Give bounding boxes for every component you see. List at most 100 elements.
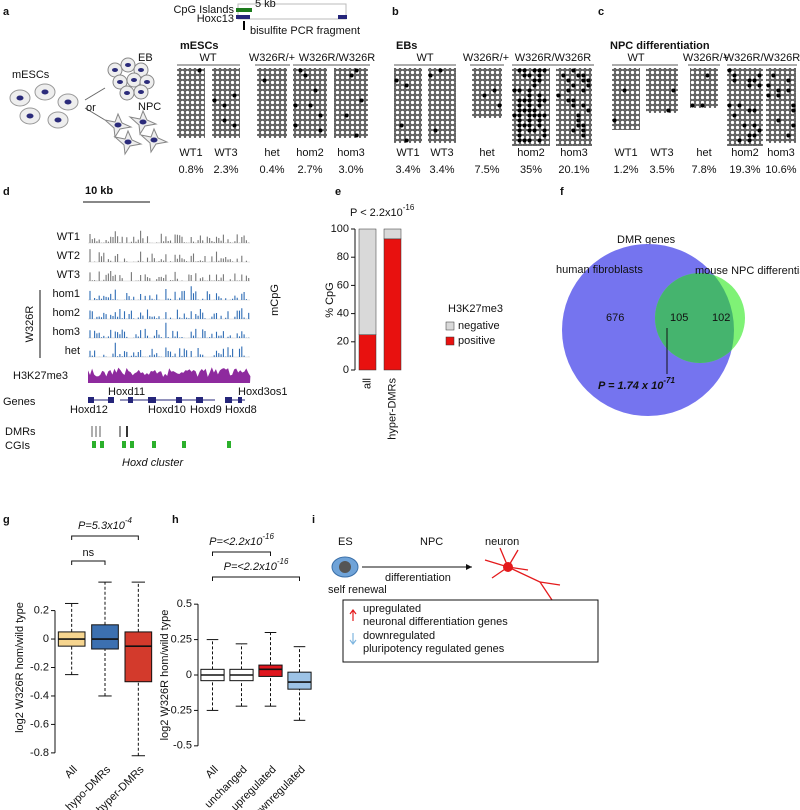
methylation-track: [89, 230, 250, 243]
neurite: [484, 559, 509, 568]
exon: [196, 397, 203, 403]
sample-label: WT3: [214, 147, 237, 159]
box: [287, 671, 312, 690]
sample-label: WT1: [614, 147, 637, 159]
nucleus: [54, 117, 62, 123]
text-part: P=5.3x10: [78, 520, 126, 532]
methylated-cpg: [522, 138, 527, 143]
methylated-cpg: [482, 93, 487, 98]
percent-label: 7.5%: [474, 164, 499, 176]
methylated-cpg: [666, 108, 671, 113]
gene-label: Hoxd9: [190, 404, 222, 416]
text-part: P=<2.2x10: [224, 561, 278, 573]
p-value: P = 1.74 x 10-71: [598, 376, 675, 392]
superscript: -16: [262, 532, 274, 541]
methylated-cpg: [776, 88, 781, 93]
methylated-cpg: [517, 98, 522, 103]
methylated-cpg: [532, 108, 537, 113]
methylated-cpg: [293, 103, 298, 108]
nucleus: [131, 78, 137, 82]
box: [258, 664, 283, 677]
superscript: -16: [277, 557, 289, 566]
methylation-grid: [293, 68, 327, 138]
y-tick-label: 60: [337, 279, 349, 291]
superscript: -16: [403, 203, 415, 212]
group-label: WT: [627, 52, 644, 64]
sample-label: het: [696, 147, 711, 159]
sample-label: WT1: [396, 147, 419, 159]
methylated-cpg: [671, 88, 676, 93]
methylated-cpg: [232, 93, 237, 98]
methylated-cpg: [527, 73, 532, 78]
methylated-cpg: [303, 73, 308, 78]
track-label: Genes: [3, 396, 36, 408]
methylated-cpg: [318, 113, 323, 118]
gene-label: Hoxd11: [108, 386, 145, 398]
methylated-cpg: [742, 123, 747, 128]
methylated-cpg: [566, 98, 571, 103]
methylated-cpg: [561, 73, 566, 78]
methylation-grid: [612, 68, 640, 130]
methylated-cpg: [791, 103, 796, 108]
methylated-cpg: [527, 118, 532, 123]
y-tick-label: -0.2: [30, 661, 49, 673]
bracket: [212, 576, 300, 581]
legend-swatch: [445, 321, 455, 331]
text-part: P < 2.2x10: [350, 207, 403, 219]
methylated-cpg: [428, 73, 433, 78]
methylated-cpg: [537, 103, 542, 108]
methylated-cpg: [766, 83, 771, 88]
panel-label: e: [335, 186, 341, 198]
methylated-cpg: [522, 68, 527, 73]
group-label: WT: [416, 52, 433, 64]
methylated-cpg: [542, 128, 547, 133]
y-tick-label: 0.2: [34, 604, 49, 616]
cell-label: EB: [138, 52, 153, 64]
sample-label: het: [479, 147, 494, 159]
gene-label: Hoxd3os1: [238, 386, 288, 398]
neurite: [491, 566, 509, 579]
venn-title: DMR genes: [617, 234, 676, 246]
nucleus: [138, 68, 144, 72]
cgi: [130, 441, 134, 448]
panel-title: mESCs: [180, 40, 219, 52]
p-value: P=5.3x10-4: [78, 516, 132, 532]
methylated-cpg: [581, 133, 586, 138]
methylated-cpg: [576, 113, 581, 118]
sample-label: WT3: [650, 147, 673, 159]
process-label: self renewal: [328, 584, 387, 596]
cgi: [152, 441, 156, 448]
panel-label: d: [3, 186, 10, 198]
methylated-cpg: [581, 88, 586, 93]
methylated-cpg: [537, 98, 542, 103]
methylated-cpg: [527, 88, 532, 93]
exon: [238, 397, 242, 403]
methylated-cpg: [537, 93, 542, 98]
legend-box: [342, 599, 599, 663]
methylated-cpg: [542, 68, 547, 73]
panel-label: c: [598, 6, 604, 18]
track-label: het: [65, 345, 80, 357]
methylated-cpg: [571, 103, 576, 108]
y-tick-label: -0.25: [167, 704, 192, 716]
methylated-cpg: [313, 88, 318, 93]
methylated-cpg: [537, 113, 542, 118]
panel-label: b: [392, 6, 399, 18]
track-label: hom1: [52, 288, 80, 300]
methylated-cpg: [576, 118, 581, 123]
methylated-cpg: [318, 128, 323, 133]
percent-label: 3.4%: [429, 164, 454, 176]
methylated-cpg: [222, 118, 227, 123]
nucleus: [138, 90, 144, 94]
panel-label: a: [3, 6, 10, 18]
legend-title: H3K27me3: [448, 303, 503, 315]
venn-overlap: [655, 273, 734, 363]
group-label: W326R/+: [463, 52, 509, 64]
y-tick-label: -0.6: [30, 718, 49, 730]
methylated-cpg: [537, 123, 542, 128]
superscript: -4: [125, 516, 133, 525]
methylated-cpg: [571, 128, 576, 133]
legend-label: negative: [458, 320, 500, 332]
methylated-cpg: [752, 78, 757, 83]
nucleus: [124, 91, 130, 95]
